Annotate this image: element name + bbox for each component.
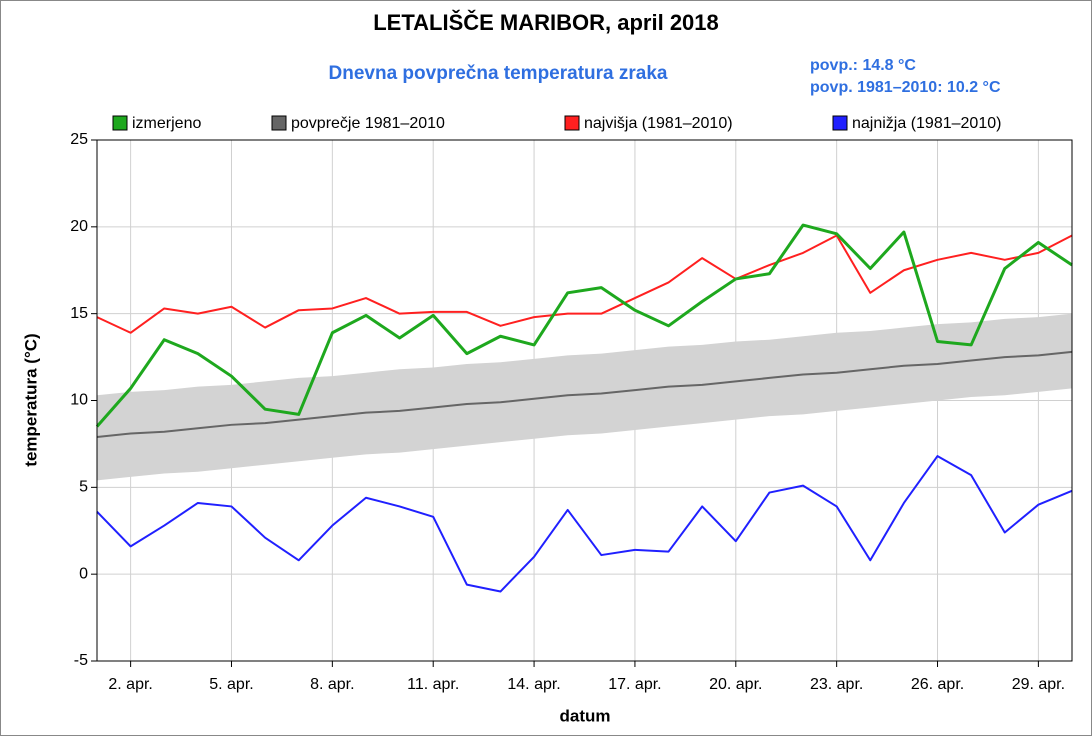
legend-label: najnižja (1981–2010) <box>852 115 1001 132</box>
series-line <box>95 223 1073 428</box>
y-tick-label: 5 <box>79 479 88 496</box>
annotation: povp.: 14.8 °C <box>810 57 916 74</box>
band <box>97 313 1072 481</box>
plot-border <box>96 139 1073 662</box>
legend-swatch <box>832 115 848 131</box>
x-tick-label: 23. apr. <box>810 676 863 693</box>
x-tick-label: 26. apr. <box>911 676 964 693</box>
x-axis-label: datum <box>560 706 611 725</box>
series-line <box>96 234 1073 334</box>
legend-label: povprečje 1981–2010 <box>291 115 445 132</box>
annotation: povp. 1981–2010: 10.2 °C <box>810 79 1001 96</box>
y-tick-label: 25 <box>70 131 88 148</box>
x-tick-label: 8. apr. <box>310 676 354 693</box>
legend-swatch <box>271 115 287 131</box>
x-tick-label: 20. apr. <box>709 676 762 693</box>
x-tick-label: 29. apr. <box>1012 676 1065 693</box>
y-tick-label: 15 <box>70 305 88 322</box>
y-axis-label: temperatura (°C) <box>21 333 40 466</box>
y-tick-label: 20 <box>70 218 88 235</box>
x-tick-label: 5. apr. <box>209 676 253 693</box>
legend-label: najvišja (1981–2010) <box>584 115 733 132</box>
legend-swatch <box>564 115 580 131</box>
x-tick-label: 11. apr. <box>407 676 459 693</box>
x-tick-label: 17. apr. <box>608 676 661 693</box>
chart-subtitle: Dnevna povprečna temperatura zraka <box>329 63 668 84</box>
legend-label: izmerjeno <box>132 115 201 132</box>
chart-title: LETALIŠČE MARIBOR, april 2018 <box>373 10 719 35</box>
series-line <box>96 350 1073 438</box>
series-line <box>96 455 1073 593</box>
x-tick-label: 14. apr. <box>507 676 560 693</box>
y-tick-label: 10 <box>70 392 88 409</box>
y-tick-label: -5 <box>74 652 88 669</box>
y-tick-label: 0 <box>79 565 88 582</box>
legend-swatch <box>112 115 128 131</box>
x-tick-label: 2. apr. <box>108 676 152 693</box>
